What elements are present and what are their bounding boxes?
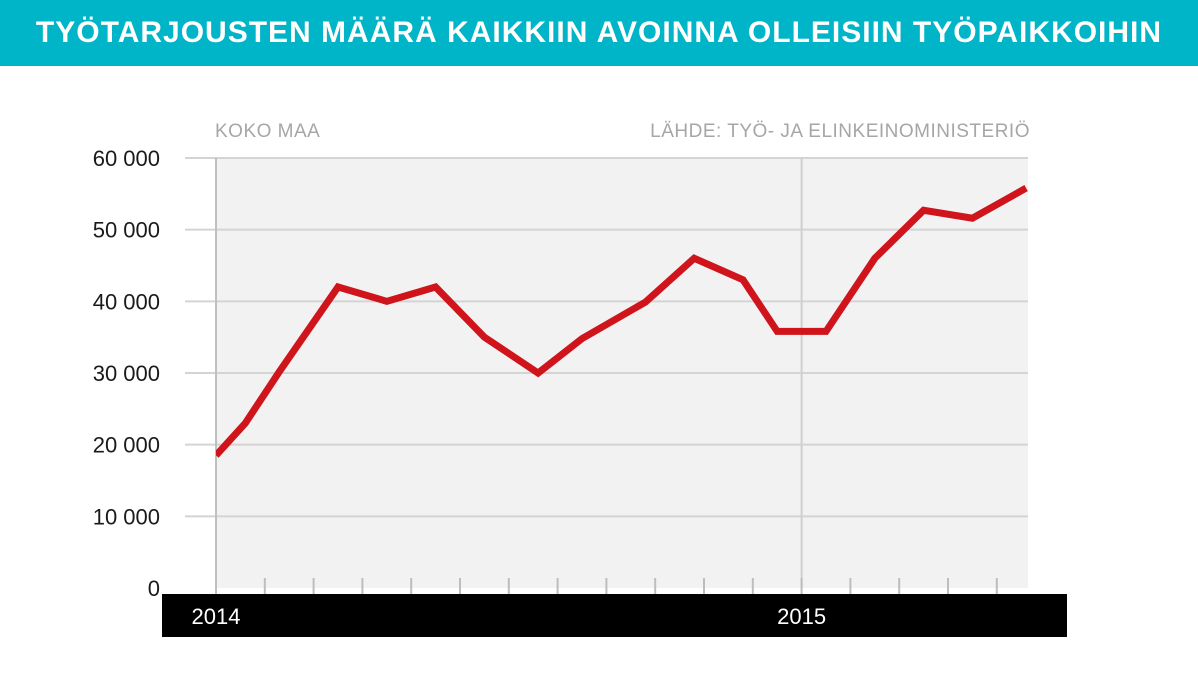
y-tick-label: 50 000 bbox=[93, 218, 160, 243]
y-tick-label: 60 000 bbox=[93, 146, 160, 171]
series-line-0 bbox=[216, 185, 1028, 458]
region-label: KOKO MAA bbox=[215, 121, 321, 142]
source-label: LÄHDE: TYÖ- JA ELINKEINOMINISTERIÖ bbox=[650, 121, 1030, 142]
chart-title: TYÖTARJOUSTEN MÄÄRÄ KAIKKIIN AVOINNA OLL… bbox=[35, 16, 1163, 49]
y-tick-label: 0 bbox=[148, 576, 160, 601]
y-tick-label: 40 000 bbox=[93, 289, 160, 314]
y-tick-label: 30 000 bbox=[93, 361, 160, 386]
x-tick-label-2015: 2015 bbox=[777, 604, 826, 629]
y-tick-label: 10 000 bbox=[93, 504, 160, 529]
x-tick-label-2014: 2014 bbox=[192, 604, 241, 629]
y-tick-label: 20 000 bbox=[93, 433, 160, 458]
x-axis-band bbox=[162, 594, 1067, 637]
title-bar: TYÖTARJOUSTEN MÄÄRÄ KAIKKIIN AVOINNA OLL… bbox=[0, 0, 1198, 66]
